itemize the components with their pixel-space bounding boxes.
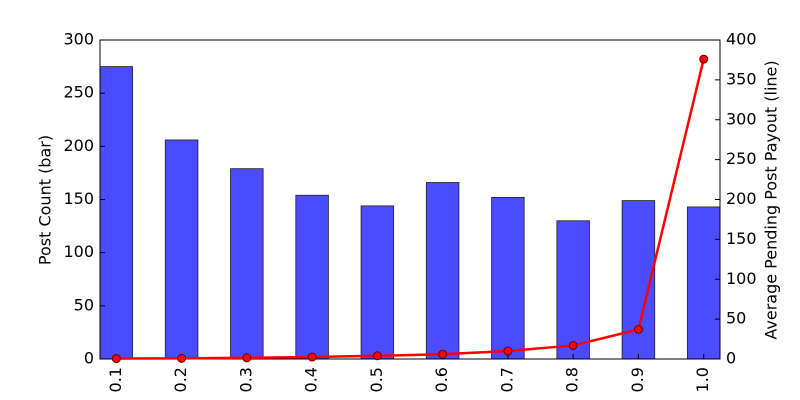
line-marker xyxy=(177,353,187,363)
line-marker xyxy=(307,352,317,362)
y2-tick-label: 150 xyxy=(726,229,757,248)
x-tick-label: 0.7 xyxy=(497,367,516,392)
y-tick-label: 200 xyxy=(63,136,94,155)
y-tick-label: 100 xyxy=(63,242,94,261)
bar xyxy=(100,66,134,359)
line xyxy=(116,58,705,360)
y2-tick-label: 0 xyxy=(726,349,736,368)
x-tick-label: 0.6 xyxy=(432,367,451,392)
bar xyxy=(425,182,460,359)
bar xyxy=(360,205,395,359)
bar xyxy=(491,196,525,359)
line-marker xyxy=(699,54,709,64)
line-marker xyxy=(242,353,252,363)
y2-tick-label: 100 xyxy=(726,269,757,288)
y2-tick-label: 250 xyxy=(726,149,757,168)
bar xyxy=(686,206,720,359)
y2-axis-label: Average Pending Post Payout (line) xyxy=(762,60,781,339)
y-tick-label: 0 xyxy=(84,349,94,368)
y2-tick-label: 200 xyxy=(726,189,757,208)
y-tick-label: 250 xyxy=(63,83,94,102)
line-marker xyxy=(568,340,578,350)
x-tick-label: 0.5 xyxy=(367,367,386,392)
x-tick-label: 0.1 xyxy=(106,367,125,392)
x-tick-label: 1.0 xyxy=(693,367,712,392)
line-marker xyxy=(372,351,382,361)
x-tick-label: 0.9 xyxy=(628,367,647,392)
x-tick-label: 0.8 xyxy=(563,367,582,392)
x-tick-label: 0.4 xyxy=(302,367,321,392)
line-marker xyxy=(633,324,643,334)
y-tick-label: 150 xyxy=(63,189,94,208)
bar xyxy=(164,139,199,359)
line-marker xyxy=(503,346,513,356)
x-tick-label: 0.2 xyxy=(171,367,190,392)
y2-tick-label: 50 xyxy=(726,309,746,328)
bar xyxy=(295,194,329,359)
plot-area xyxy=(100,66,720,359)
y-tick-label: 300 xyxy=(63,30,94,49)
bar xyxy=(556,220,590,359)
y2-tick-label: 300 xyxy=(726,109,757,128)
y-tick-label: 50 xyxy=(74,295,94,314)
y-axis-label: Post Count (bar) xyxy=(36,135,55,265)
y2-tick-label: 400 xyxy=(726,30,757,49)
x-tick-label: 0.3 xyxy=(236,367,255,392)
line-marker xyxy=(438,349,448,359)
bar xyxy=(230,168,264,359)
y2-tick-label: 350 xyxy=(726,69,757,88)
line-marker xyxy=(111,354,121,364)
